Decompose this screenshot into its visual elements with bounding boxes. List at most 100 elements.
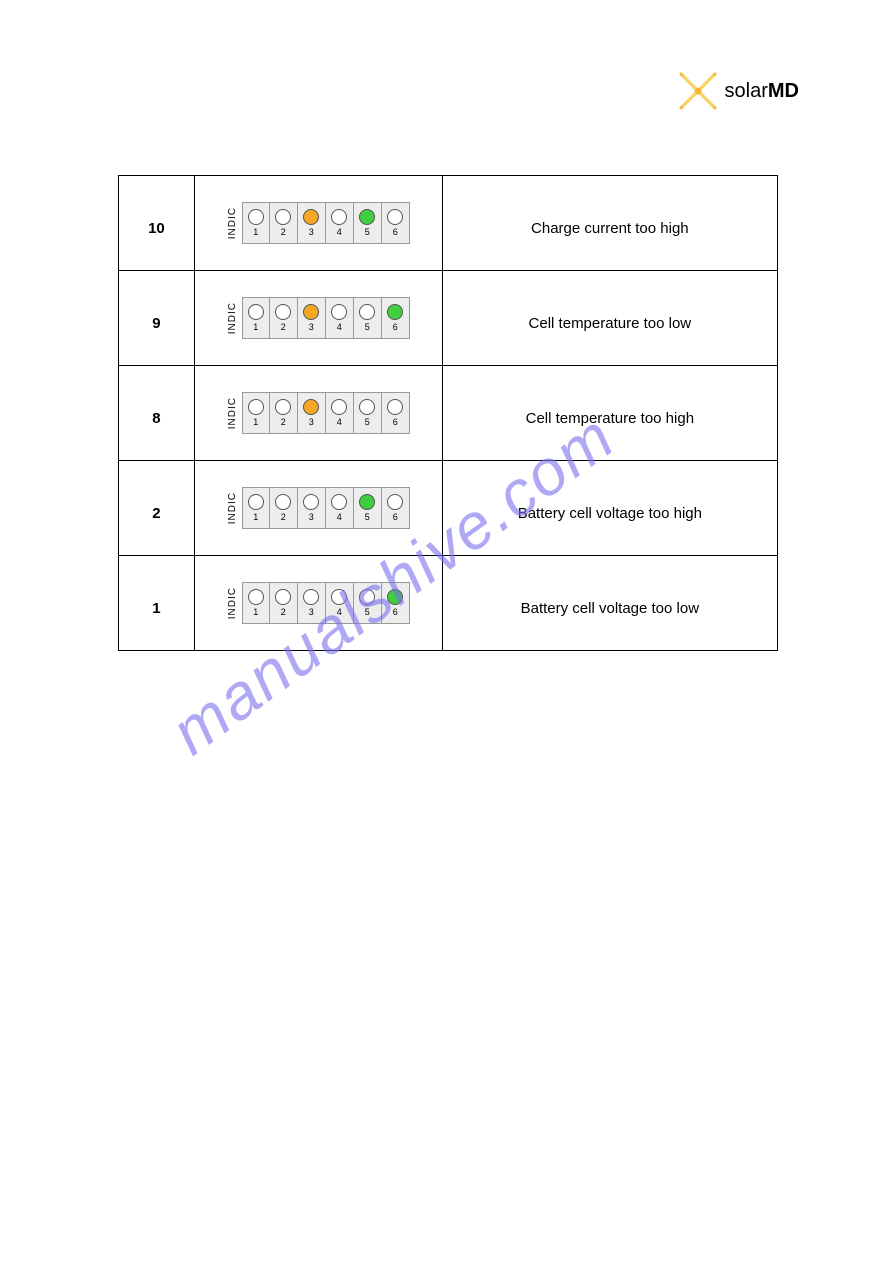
led-row: 1 2 3 4 5 6: [242, 202, 410, 244]
star-icon: [677, 70, 719, 112]
led-indicator: [248, 399, 264, 415]
led-cell: 5: [354, 202, 382, 244]
led-cell: 1: [242, 487, 270, 529]
led-indicator: [359, 399, 375, 415]
row-id: 9: [119, 271, 195, 366]
indicator-panel: INDIC123456: [227, 582, 410, 624]
indic-label: INDIC: [227, 207, 238, 239]
led-cell: 1: [242, 202, 270, 244]
led-number: 2: [281, 512, 286, 522]
led-indicator: [387, 209, 403, 225]
led-indicator: [275, 399, 291, 415]
row-description: Cell temperature too low: [442, 271, 777, 366]
table-row: 1INDIC123456Battery cell voltage too low: [119, 556, 778, 651]
led-number: 3: [309, 417, 314, 427]
led-indicator: [275, 304, 291, 320]
led-indicator: [359, 304, 375, 320]
led-cell: 1: [242, 297, 270, 339]
led-indicator: [275, 494, 291, 510]
row-id: 1: [119, 556, 195, 651]
led-indicator: [303, 589, 319, 605]
led-cell: 6: [382, 297, 410, 339]
led-cell: 6: [382, 392, 410, 434]
indicator-cell: INDIC 1 2 3 4 5 6: [194, 176, 442, 271]
led-cell: 6: [382, 582, 410, 624]
led-number: 4: [337, 227, 342, 237]
led-number: 1: [253, 607, 258, 617]
led-indicator: [331, 209, 347, 225]
indicator-panel: INDIC123456: [227, 297, 410, 339]
led-indicator: [359, 589, 375, 605]
table-row: 9INDIC123456Cell temperature too low: [119, 271, 778, 366]
indic-label: INDIC: [227, 397, 238, 429]
table-row: 2INDIC123456Battery cell voltage too hig…: [119, 461, 778, 556]
row-description: Battery cell voltage too low: [442, 556, 777, 651]
led-number: 2: [281, 227, 286, 237]
table-row: 10INDIC123456Charge current too high: [119, 176, 778, 271]
led-indicator: [331, 304, 347, 320]
led-number: 4: [337, 607, 342, 617]
indic-label: INDIC: [227, 492, 238, 524]
led-number: 1: [253, 417, 258, 427]
led-indicator: [303, 209, 319, 225]
led-row: 123456: [242, 297, 410, 339]
led-number: 6: [393, 322, 398, 332]
row-description: Battery cell voltage too high: [442, 461, 777, 556]
led-number: 6: [393, 227, 398, 237]
led-cell: 2: [270, 392, 298, 434]
led-number: 6: [393, 512, 398, 522]
row-id: 10: [119, 176, 195, 271]
led-indicator: [359, 494, 375, 510]
led-cell: 3: [298, 202, 326, 244]
led-cell: 4: [326, 202, 354, 244]
led-number: 3: [309, 607, 314, 617]
led-cell: 2: [270, 487, 298, 529]
led-cell: 1: [242, 392, 270, 434]
led-number: 6: [393, 417, 398, 427]
led-indicator: [303, 494, 319, 510]
led-indicator: [387, 494, 403, 510]
led-indicator: [248, 494, 264, 510]
led-number: 5: [365, 417, 370, 427]
led-indicator: [248, 589, 264, 605]
led-cell: 6: [382, 487, 410, 529]
row-description: Cell temperature too high: [442, 366, 777, 461]
led-cell: 4: [326, 297, 354, 339]
brand-text: solarMD: [725, 80, 799, 103]
led-number: 3: [309, 227, 314, 237]
led-number: 5: [365, 322, 370, 332]
led-row: 1 2 3 4 5 6: [242, 392, 410, 434]
led-cell: 2: [270, 297, 298, 339]
led-indicator: [387, 304, 403, 320]
led-indicator: [359, 209, 375, 225]
indic-label: INDIC: [227, 302, 238, 334]
led-cell: 3: [298, 487, 326, 529]
indicator-cell: INDIC123456: [194, 461, 442, 556]
led-number: 2: [281, 607, 286, 617]
led-indicator: [248, 209, 264, 225]
led-cell: 2: [270, 202, 298, 244]
led-indicator: [331, 399, 347, 415]
led-indicator: [275, 589, 291, 605]
indicator-panel: INDIC 1 2 3 4 5 6: [227, 392, 410, 434]
led-cell: 4: [326, 582, 354, 624]
led-cell: 5: [354, 582, 382, 624]
led-number: 2: [281, 417, 286, 427]
led-number: 4: [337, 512, 342, 522]
led-number: 2: [281, 322, 286, 332]
led-cell: 5: [354, 392, 382, 434]
indicator-cell: INDIC123456: [194, 271, 442, 366]
error-code-table: 10INDIC123456Charge current too high9IND…: [118, 175, 778, 651]
led-indicator: [248, 304, 264, 320]
led-cell: 2: [270, 582, 298, 624]
indicator-panel: INDIC123456: [227, 487, 410, 529]
led-indicator: [275, 209, 291, 225]
led-indicator: [303, 399, 319, 415]
table-row: 8 INDIC 1 2 3 4 5 6 Cell temperature too high: [119, 366, 778, 461]
led-number: 4: [337, 417, 342, 427]
led-cell: 3: [298, 582, 326, 624]
led-number: 1: [253, 227, 258, 237]
row-id: 8: [119, 366, 195, 461]
led-number: 4: [337, 322, 342, 332]
led-cell: 5: [354, 297, 382, 339]
